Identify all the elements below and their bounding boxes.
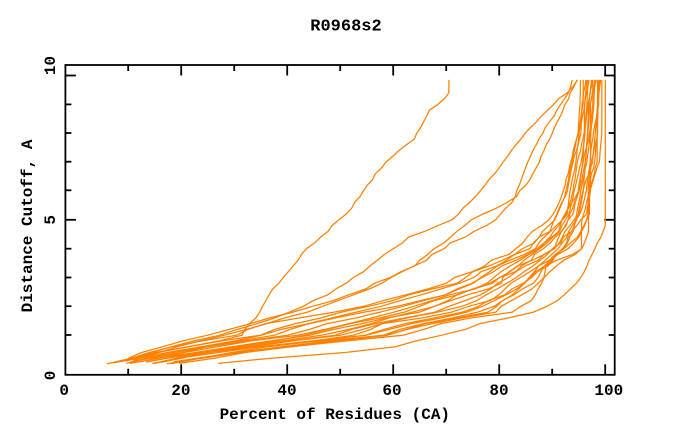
svg-text:Percent of Residues (CA): Percent of Residues (CA) bbox=[220, 406, 450, 424]
svg-text:5: 5 bbox=[42, 215, 60, 225]
svg-text:0: 0 bbox=[42, 371, 60, 381]
svg-text:100: 100 bbox=[594, 382, 623, 400]
svg-text:60: 60 bbox=[382, 382, 401, 400]
svg-text:Distance Cutoff, A: Distance Cutoff, A bbox=[19, 139, 37, 312]
svg-text:R0968s2: R0968s2 bbox=[310, 18, 381, 37]
svg-text:20: 20 bbox=[171, 382, 190, 400]
svg-text:40: 40 bbox=[277, 382, 296, 400]
svg-text:10: 10 bbox=[42, 56, 60, 75]
svg-text:80: 80 bbox=[489, 382, 508, 400]
svg-text:0: 0 bbox=[59, 382, 69, 400]
